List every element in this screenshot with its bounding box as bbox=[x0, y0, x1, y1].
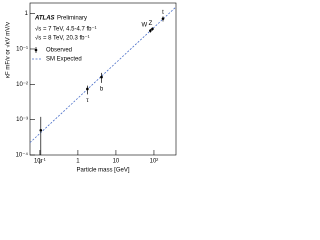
annotation: √s = 7 TeV, 4.5-4.7 fb⁻¹ bbox=[35, 26, 97, 33]
chart-title: ATLAS bbox=[34, 16, 55, 22]
legend-marker bbox=[34, 48, 38, 52]
data-point bbox=[149, 29, 152, 32]
x-tick-label: 1 bbox=[76, 159, 80, 165]
data-point bbox=[86, 87, 89, 91]
legend-label: SM Expected bbox=[46, 57, 82, 63]
y-tick-label: 10⁻² bbox=[16, 82, 28, 88]
x-axis-label: Particle mass [GeV] bbox=[76, 168, 129, 174]
page: ATLAS Preliminary √s = 7 TeV, 4.5-4.7 fb… bbox=[4, 2, 177, 174]
chart-subtitle: Preliminary bbox=[57, 16, 87, 22]
x-tick-label: 10² bbox=[150, 159, 159, 165]
plot-frame bbox=[29, 2, 177, 156]
legend-label: Observed bbox=[46, 48, 72, 54]
point-label: μ bbox=[39, 159, 43, 165]
x-tick-label: 10 bbox=[113, 159, 120, 165]
point-label: b bbox=[100, 86, 104, 92]
point-label: τ bbox=[86, 98, 89, 104]
y-tick-label: 10⁻¹ bbox=[16, 47, 28, 53]
point-label: t bbox=[162, 10, 164, 16]
point-label: W bbox=[142, 22, 148, 28]
data-point bbox=[161, 17, 165, 20]
data-point bbox=[39, 128, 43, 132]
y-tick-label: 10⁻⁴ bbox=[16, 152, 29, 159]
chart: ATLAS Preliminary √s = 7 TeV, 4.5-4.7 fb… bbox=[5, 2, 177, 174]
data-point bbox=[100, 75, 103, 79]
y-axis-label: κF mF/v or √κV mV/v bbox=[5, 22, 12, 78]
x-tick-label: 10⁻¹ bbox=[34, 159, 46, 165]
data-point bbox=[151, 27, 154, 31]
annotation: √s = 8 TeV, 20.3 fb⁻¹ bbox=[35, 35, 90, 42]
y-tick-label: 1 bbox=[25, 11, 29, 17]
y-tick-label: 10⁻³ bbox=[16, 117, 28, 123]
point-label: Z bbox=[149, 21, 153, 27]
